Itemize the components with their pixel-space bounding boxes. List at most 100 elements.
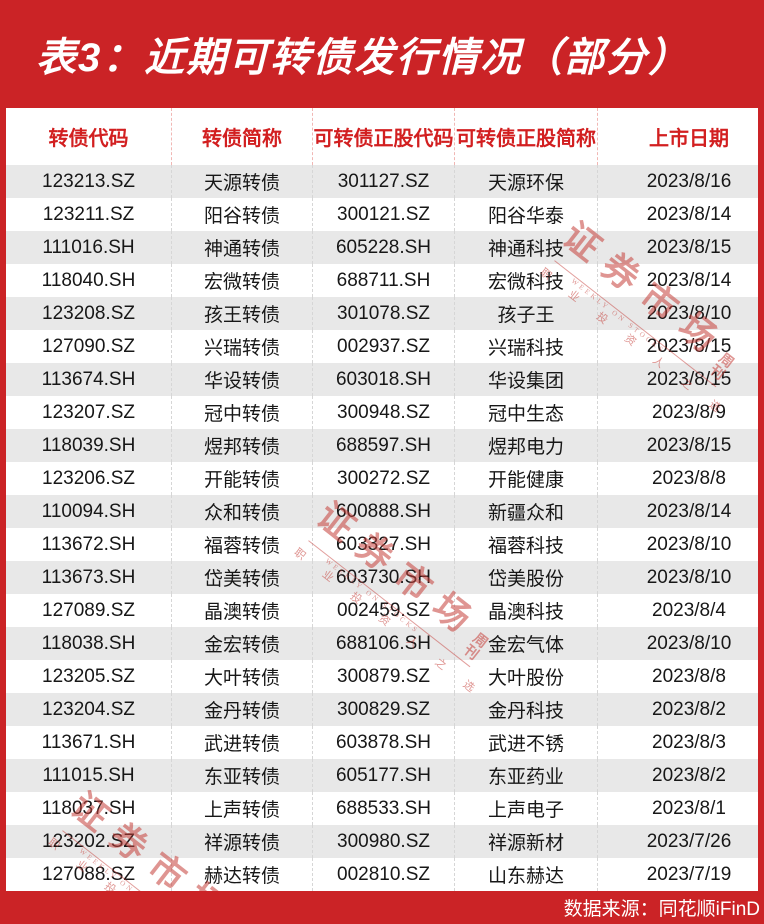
table-cell: 煜邦电力 [455,429,598,462]
table-cell: 2023/8/2 [652,698,726,720]
table-cell: 2023/8/15 [646,236,732,258]
table-cell: 华设集团 [455,363,598,396]
table-cell: 孩王转债 [172,297,313,330]
table-cell: 兴瑞科技 [455,330,598,363]
table-cell: 123211.SZ [6,198,172,231]
table-cell: 300980.SZ [313,825,455,858]
table-row: 123208.SZ 孩王转债 301078.SZ 孩子王 2023/8/10 [6,297,758,330]
table-cell: 宏微转债 [172,264,313,297]
data-source-label: 数据来源：同花顺iFinD [563,899,760,920]
table-cell: 118040.SH [6,264,172,297]
table-cell: 冠中转债 [172,396,313,429]
table-cell: 开能健康 [455,462,598,495]
table-cell: 2023/8/15 [646,434,732,456]
table-cell: 111015.SH [6,759,172,792]
table-cell: 2023/8/15 [646,335,732,357]
table-cell: 111016.SH [6,231,172,264]
column-header: 可转债正股简称 [455,108,598,165]
table-cell: 2023/8/1 [652,797,726,819]
table-cell: 300948.SZ [313,396,455,429]
table-cell: 赫达转债 [172,858,313,891]
bond-table: 转债代码 转债简称 可转债正股代码 可转债正股简称 上市日期 123213.SZ 天源转债… [6,108,758,891]
table-row: 123206.SZ 开能转债 300272.SZ 开能健康 2023/8/8 [6,462,758,495]
table-cell: 新疆众和 [455,495,598,528]
figure-title: 表3：近期可转债发行情况（部分） [36,36,691,80]
table-cell: 301078.SZ [313,297,455,330]
table-cell: 600888.SH [313,495,455,528]
table-cell: 688106.SH [313,627,455,660]
table-cell: 127090.SZ [6,330,172,363]
table-cell: 兴瑞转债 [172,330,313,363]
table-cell: 2023/8/8 [652,665,726,687]
table-cell: 金丹转债 [172,693,313,726]
table-cell: 上声电子 [455,792,598,825]
table-cell: 110094.SH [6,495,172,528]
table-cell: 002937.SZ [313,330,455,363]
footer-band: 数据来源：同花顺iFinD [0,891,764,924]
table-row: 127089.SZ 晶澳转债 002459.SZ 晶澳科技 2023/8/4 [6,594,758,627]
table-cell: 开能转债 [172,462,313,495]
table-cell: 金丹科技 [455,693,598,726]
table-row: 123207.SZ 冠中转债 300948.SZ 冠中生态 2023/8/9 [6,396,758,429]
table-cell: 300829.SZ [313,693,455,726]
table-cell: 山东赫达 [455,858,598,891]
table-cell: 晶澳科技 [455,594,598,627]
table-row: 127090.SZ 兴瑞转债 002937.SZ 兴瑞科技 2023/8/15 [6,330,758,363]
table-cell: 2023/8/4 [652,599,726,621]
table-row: 123211.SZ 阳谷转债 300121.SZ 阳谷华泰 2023/8/14 [6,198,758,231]
table-cell: 123205.SZ [6,660,172,693]
table-cell: 123204.SZ [6,693,172,726]
table-body: 123213.SZ 天源转债 301127.SZ 天源环保 2023/8/16 12321… [6,165,758,891]
table-cell: 2023/7/19 [646,863,732,885]
table-cell: 688533.SH [313,792,455,825]
table-cell: 岱美转债 [172,561,313,594]
table-cell: 阳谷华泰 [455,198,598,231]
table-cell: 603018.SH [313,363,455,396]
table-cell: 2023/8/10 [646,533,732,555]
table-cell: 金宏气体 [455,627,598,660]
table-cell: 2023/8/16 [646,170,732,192]
table-cell: 2023/8/14 [646,203,732,225]
table-cell: 大叶转债 [172,660,313,693]
table-row: 123202.SZ 祥源转债 300980.SZ 祥源新材 2023/7/26 [6,825,758,858]
table-row: 110094.SH 众和转债 600888.SH 新疆众和 2023/8/14 [6,495,758,528]
table-cell: 300121.SZ [313,198,455,231]
table-cell: 2023/8/14 [646,269,732,291]
table-row: 118038.SH 金宏转债 688106.SH 金宏气体 2023/8/10 [6,627,758,660]
table-cell: 武进转债 [172,726,313,759]
table-cell: 603327.SH [313,528,455,561]
table-cell: 华设转债 [172,363,313,396]
table-cell: 岱美股份 [455,561,598,594]
table-cell: 2023/8/10 [646,566,732,588]
table-cell: 002459.SZ [313,594,455,627]
table-cell: 东亚药业 [455,759,598,792]
table-cell: 605177.SH [313,759,455,792]
table-cell: 煜邦转债 [172,429,313,462]
table-cell: 宏微科技 [455,264,598,297]
table-cell: 上声转债 [172,792,313,825]
table-cell: 605228.SH [313,231,455,264]
table-cell: 众和转债 [172,495,313,528]
table-cell: 118038.SH [6,627,172,660]
column-header: 上市日期 [649,128,729,150]
table-cell: 118037.SH [6,792,172,825]
table-cell: 2023/7/26 [646,830,732,852]
table-header-row: 转债代码 转债简称 可转债正股代码 可转债正股简称 上市日期 [6,108,758,165]
table-cell: 2023/8/14 [646,500,732,522]
table-cell: 127088.SZ [6,858,172,891]
table-cell: 武进不锈 [455,726,598,759]
table-row: 118039.SH 煜邦转债 688597.SH 煜邦电力 2023/8/15 [6,429,758,462]
table-row: 113673.SH 岱美转债 603730.SH 岱美股份 2023/8/10 [6,561,758,594]
table-cell: 127089.SZ [6,594,172,627]
table-cell: 123213.SZ [6,165,172,198]
table-row: 127088.SZ 赫达转债 002810.SZ 山东赫达 2023/7/19 [6,858,758,891]
table-cell: 300272.SZ [313,462,455,495]
table-cell: 神通转债 [172,231,313,264]
table-cell: 2023/8/3 [652,731,726,753]
table-row: 123205.SZ 大叶转债 300879.SZ 大叶股份 2023/8/8 [6,660,758,693]
table-cell: 123202.SZ [6,825,172,858]
table-cell: 123208.SZ [6,297,172,330]
table-cell: 123207.SZ [6,396,172,429]
table-row: 111015.SH 东亚转债 605177.SH 东亚药业 2023/8/2 [6,759,758,792]
